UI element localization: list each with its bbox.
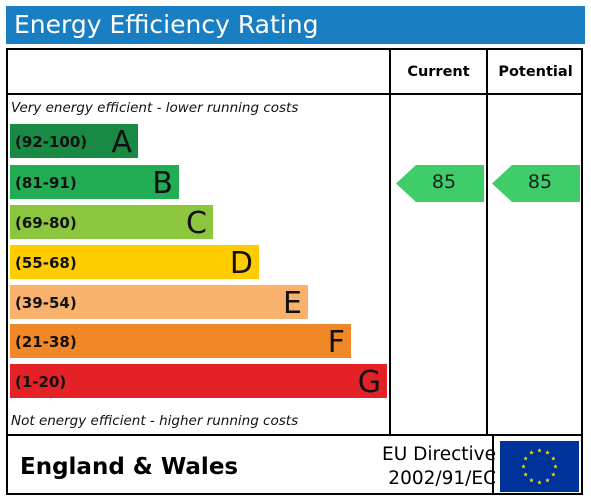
eu-flag-icon bbox=[500, 441, 579, 492]
top-note: Very energy efficient - lower running co… bbox=[11, 100, 299, 116]
current-rating-arrow: 85 bbox=[396, 165, 484, 202]
band-letter: A bbox=[111, 125, 132, 160]
title-bar: Energy Efficiency Rating bbox=[6, 6, 585, 44]
band-letter: E bbox=[283, 286, 302, 321]
band-g: (1-20) G bbox=[10, 364, 387, 400]
potential-arrow-shape bbox=[492, 165, 580, 202]
divider bbox=[492, 434, 494, 495]
directive-line-2: 2002/91/EC bbox=[388, 468, 496, 489]
rating-table bbox=[6, 48, 583, 495]
current-rating-value: 85 bbox=[431, 171, 457, 193]
divider bbox=[389, 48, 391, 436]
bottom-note: Not energy efficient - higher running co… bbox=[11, 413, 299, 429]
band-letter: D bbox=[229, 246, 253, 281]
flag-star bbox=[545, 477, 550, 483]
band-d: (55-68) D bbox=[10, 245, 259, 281]
band-range: (55-68) bbox=[15, 254, 77, 272]
potential-rating-value: 85 bbox=[527, 171, 553, 193]
flag-star bbox=[521, 464, 526, 469]
flag-star bbox=[529, 450, 534, 455]
flag-star bbox=[529, 477, 534, 483]
band-range: (21-38) bbox=[15, 333, 77, 351]
band-b: (81-91) B bbox=[10, 165, 179, 201]
flag-star bbox=[551, 472, 556, 477]
region-label: England & Wales bbox=[20, 454, 239, 480]
current-column-header: Current bbox=[407, 64, 470, 80]
flag-star bbox=[537, 480, 542, 485]
band-range: (81-91) bbox=[15, 174, 77, 192]
band-range: (92-100) bbox=[15, 133, 88, 151]
page-title: Energy Efficiency Rating bbox=[14, 10, 319, 39]
band-range: (39-54) bbox=[15, 294, 77, 312]
flag-star bbox=[553, 464, 558, 469]
band-letter: C bbox=[186, 206, 207, 241]
divider bbox=[6, 434, 583, 436]
band-letter: G bbox=[357, 365, 381, 400]
flag-star bbox=[523, 456, 528, 461]
band-letter: B bbox=[152, 166, 173, 201]
potential-column-header: Potential bbox=[498, 64, 573, 80]
band-range: (69-80) bbox=[15, 214, 77, 232]
current-arrow-shape bbox=[396, 165, 484, 202]
flag-star bbox=[537, 448, 542, 453]
directive-line-1: EU Directive bbox=[382, 444, 496, 465]
flag-star bbox=[545, 450, 550, 455]
band-range: (1-20) bbox=[15, 373, 67, 391]
flag-star bbox=[551, 456, 556, 461]
band-f: (21-38) F bbox=[10, 324, 351, 360]
potential-rating-arrow: 85 bbox=[492, 165, 580, 202]
band-letter: F bbox=[327, 325, 345, 360]
band-c: (69-80) C bbox=[10, 205, 213, 241]
band-a: (92-100) A bbox=[10, 124, 138, 160]
flag-star bbox=[523, 472, 528, 477]
divider bbox=[6, 93, 583, 95]
divider bbox=[486, 48, 488, 436]
band-e: (39-54) E bbox=[10, 285, 308, 321]
